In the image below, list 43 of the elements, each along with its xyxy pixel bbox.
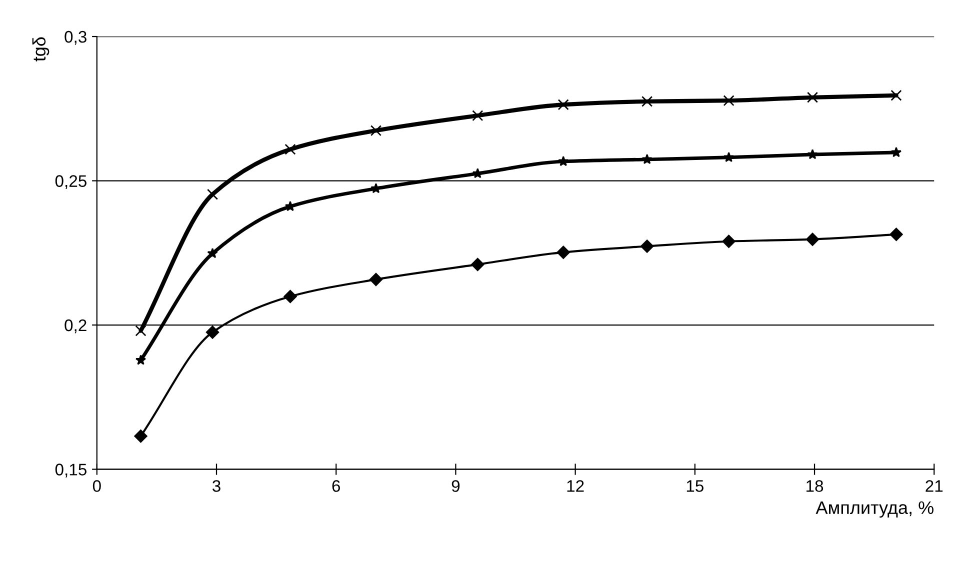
point xyxy=(471,258,484,272)
y-tick-label: 0,2 xyxy=(64,319,86,334)
point xyxy=(890,90,902,101)
point xyxy=(806,232,820,246)
y-axis-title: tgδ xyxy=(32,37,50,62)
y-tick-label: 0,25 xyxy=(55,175,86,189)
point xyxy=(135,325,146,336)
point xyxy=(558,156,569,166)
point xyxy=(558,99,569,110)
point xyxy=(207,248,218,258)
point xyxy=(472,168,483,178)
point xyxy=(284,144,296,155)
point xyxy=(135,354,146,365)
point xyxy=(890,146,902,158)
x-tick-label: 18 xyxy=(806,480,824,492)
x-tick-label: 0 xyxy=(92,480,101,492)
point xyxy=(284,290,297,304)
point xyxy=(369,272,383,286)
x-tick-label: 15 xyxy=(686,480,704,492)
point xyxy=(722,234,736,248)
point xyxy=(370,125,382,136)
point xyxy=(807,148,818,160)
point xyxy=(723,95,734,106)
point xyxy=(723,152,734,162)
point xyxy=(640,240,654,253)
y-tick-label: 0,15 xyxy=(55,464,86,478)
x-tick-label: 9 xyxy=(452,480,460,492)
point xyxy=(642,96,653,107)
point xyxy=(472,110,484,122)
point xyxy=(642,154,652,164)
point xyxy=(556,246,570,259)
y-tick-label: 0,3 xyxy=(64,30,86,45)
point xyxy=(806,92,818,103)
x-tick-label: 3 xyxy=(212,480,220,492)
x-axis-title: Амплитуда, % xyxy=(816,501,934,518)
point xyxy=(206,326,220,339)
point xyxy=(370,183,382,194)
point xyxy=(134,430,148,443)
point xyxy=(206,188,218,200)
point xyxy=(890,228,903,242)
x-tick-label: 12 xyxy=(567,480,584,492)
x-tick-label: 6 xyxy=(332,480,340,492)
x-tick-label: 21 xyxy=(926,480,943,492)
